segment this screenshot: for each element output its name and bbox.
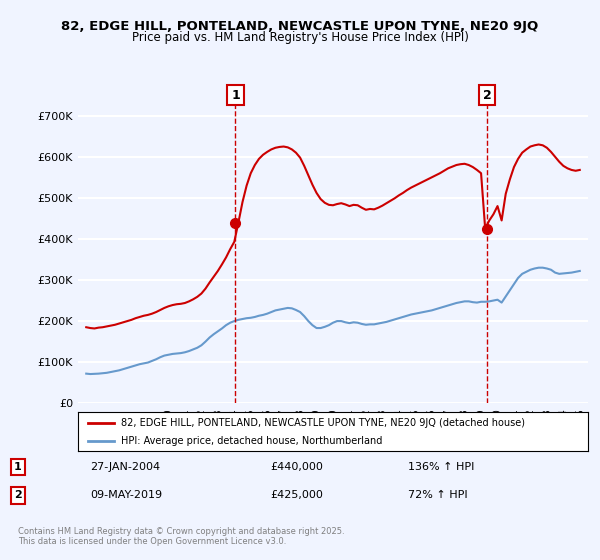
Text: 2: 2 [482,88,491,102]
Text: 82, EDGE HILL, PONTELAND, NEWCASTLE UPON TYNE, NE20 9JQ: 82, EDGE HILL, PONTELAND, NEWCASTLE UPON… [61,20,539,32]
Text: 1: 1 [14,462,22,472]
Text: £440,000: £440,000 [270,462,323,472]
Text: 09-MAY-2019: 09-MAY-2019 [90,491,162,501]
Text: £425,000: £425,000 [270,491,323,501]
Text: 82, EDGE HILL, PONTELAND, NEWCASTLE UPON TYNE, NE20 9JQ (detached house): 82, EDGE HILL, PONTELAND, NEWCASTLE UPON… [121,418,526,428]
Text: 27-JAN-2004: 27-JAN-2004 [90,462,160,472]
Text: 2: 2 [14,491,22,501]
Text: Contains HM Land Registry data © Crown copyright and database right 2025.
This d: Contains HM Land Registry data © Crown c… [18,526,344,546]
Text: 1: 1 [231,88,240,102]
Text: Price paid vs. HM Land Registry's House Price Index (HPI): Price paid vs. HM Land Registry's House … [131,31,469,44]
Text: HPI: Average price, detached house, Northumberland: HPI: Average price, detached house, Nort… [121,436,383,446]
Text: 72% ↑ HPI: 72% ↑ HPI [408,491,467,501]
Text: 136% ↑ HPI: 136% ↑ HPI [408,462,475,472]
